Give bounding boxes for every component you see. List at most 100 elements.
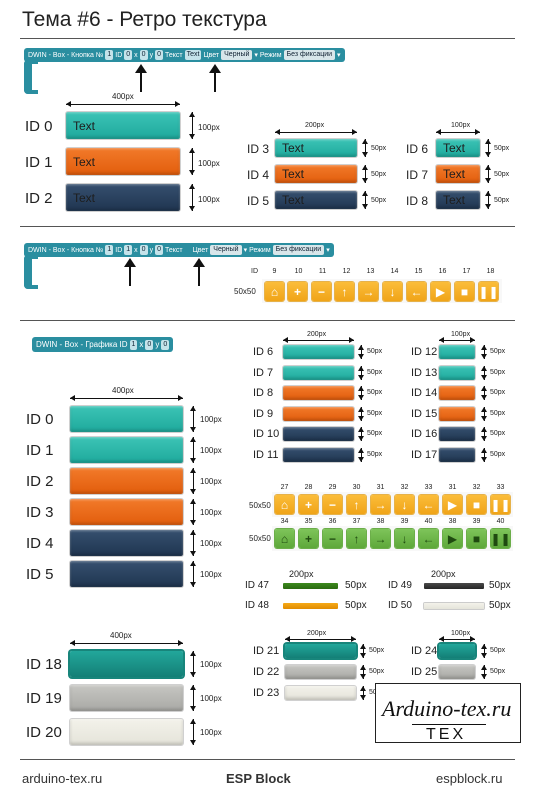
graphic-panel (70, 719, 183, 745)
graphic-id-label: ID 15 (411, 407, 438, 420)
pause-icon[interactable]: ❚❚ (478, 282, 499, 301)
graphic-panel (283, 365, 354, 380)
graphic-panel (439, 345, 475, 359)
arrow-right-icon[interactable]: → (359, 282, 378, 301)
plus-icon: + (299, 529, 318, 548)
graphic-panel (285, 644, 356, 658)
icon-id-label: 34 (280, 518, 289, 525)
text-button[interactable]: Text (436, 139, 480, 157)
divider (20, 226, 515, 227)
text-button[interactable]: Text (275, 165, 357, 183)
stop-icon[interactable]: ■ (455, 282, 474, 301)
graphic-id-label: ID 9 (253, 407, 274, 420)
stop-icon: ■ (467, 529, 486, 548)
text-button[interactable]: Text (436, 191, 480, 209)
icon-id-label: 18 (486, 268, 495, 275)
graphic-id-label: ID 22 (253, 666, 280, 678)
home-icon[interactable]: ⌂ (265, 282, 284, 301)
footer-right[interactable]: espblock.ru (436, 771, 503, 786)
arrow-up-icon: ↑ (347, 495, 366, 514)
arrow-up-icon (209, 64, 221, 92)
block-bracket (24, 60, 38, 94)
block-bracket (24, 255, 38, 289)
graphic-id-label: ID 23 (253, 687, 280, 699)
chevron-down-icon: ▾ (326, 247, 330, 254)
graphic-panel (70, 437, 183, 463)
arrow-down-icon: ↓ (395, 529, 414, 548)
icon-id-label: 11 (318, 268, 327, 275)
icon-id-label: 32 (400, 484, 409, 491)
footer-left[interactable]: arduino-tex.ru (22, 771, 103, 786)
graphic-panel (439, 386, 475, 400)
icon-id-label: 17 (462, 268, 471, 275)
text-button[interactable]: Text (275, 139, 357, 157)
play-icon: ▶ (443, 495, 462, 514)
color-select[interactable]: Черный (210, 245, 242, 255)
text-field[interactable]: Text (184, 50, 202, 60)
footer-center: ESP Block (226, 771, 291, 786)
icon-id-label: 38 (376, 518, 385, 525)
text-button[interactable]: Text (436, 165, 480, 183)
icon-id-label: 39 (400, 518, 409, 525)
chevron-down-icon: ▾ (337, 52, 341, 59)
graphic-panel (439, 365, 475, 380)
progress-bar (283, 583, 338, 589)
icon-id-label: 36 (328, 518, 337, 525)
arrow-up-icon[interactable]: ↑ (335, 282, 354, 301)
graphic-id-label: ID 16 (411, 428, 438, 440)
arrow-up-icon (193, 258, 205, 286)
icon-id-label: 35 (304, 518, 313, 525)
graphic-id-label: ID 10 (253, 428, 280, 440)
text-button[interactable]: Text (66, 184, 180, 211)
arrow-down-icon[interactable]: ↓ (383, 282, 402, 301)
pause-icon: ❚❚ (490, 529, 511, 548)
pause-icon: ❚❚ (490, 495, 511, 514)
graphic-id-label: ID 4 (26, 535, 54, 552)
text-button[interactable]: Text (66, 112, 180, 139)
graphic-id-label: ID 8 (253, 387, 274, 399)
graphic-panel (283, 345, 354, 359)
minus-icon: − (323, 495, 342, 514)
color-select[interactable]: Черный (221, 50, 253, 60)
icon-id-label: 31 (448, 484, 457, 491)
plus-icon: + (299, 495, 318, 514)
mode-select[interactable]: Без фиксации (272, 245, 325, 255)
graphic-panel (283, 427, 354, 441)
home-icon: ⌂ (275, 529, 294, 548)
icon-id-label: 15 (414, 268, 423, 275)
arrow-right-icon: → (371, 529, 390, 548)
graphic-panel (70, 685, 183, 711)
arrow-right-icon: → (371, 495, 390, 514)
page-title: Тема #6 - Ретро текстура (22, 8, 267, 31)
graphic-panel (285, 686, 356, 700)
text-button[interactable]: Text (66, 148, 180, 175)
text-button[interactable]: Text (275, 191, 357, 209)
progress-bar (424, 603, 484, 609)
arrow-left-icon[interactable]: ← (407, 282, 426, 301)
icon-id-label: 10 (294, 268, 303, 275)
minus-icon: − (323, 529, 342, 548)
graphic-panel (70, 651, 183, 677)
graphic-panel (70, 406, 183, 432)
mode-select[interactable]: Без фиксации (283, 50, 336, 60)
graphic-panel (283, 406, 354, 421)
play-icon[interactable]: ▶ (431, 282, 450, 301)
plus-icon[interactable]: + (288, 282, 307, 301)
graphic-id-label: ID 3 (26, 504, 54, 521)
graphic-panel (439, 665, 475, 679)
width-dimension (66, 101, 180, 107)
home-icon: ⌂ (275, 495, 294, 514)
icon-id-label: 16 (438, 268, 447, 275)
graphic-id-label: ID 14 (411, 387, 438, 399)
icon-id-label: 27 (280, 484, 289, 491)
icon-id-label: 28 (304, 484, 313, 491)
icon-id-label: 30 (352, 484, 361, 491)
graphic-id-label: ID 21 (253, 645, 280, 657)
arrow-up-icon: ↑ (347, 529, 366, 548)
graphic-panel (439, 644, 475, 658)
minus-icon[interactable]: − (312, 282, 331, 301)
graphic-panel (439, 427, 475, 441)
